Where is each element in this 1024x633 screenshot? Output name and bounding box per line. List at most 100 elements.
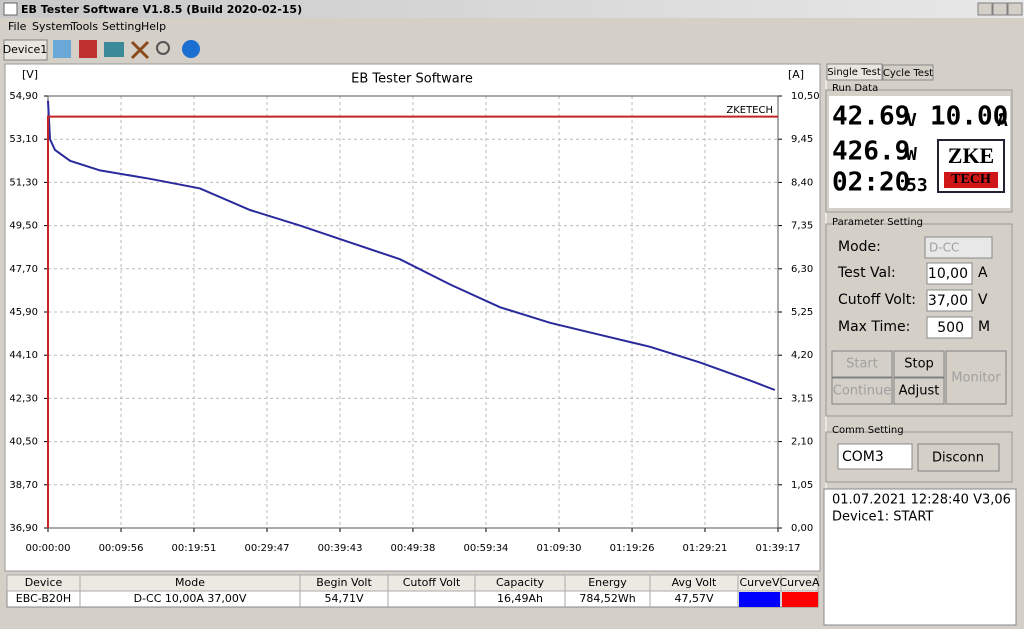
x-tick-label: 00:39:43 bbox=[318, 543, 363, 554]
adjust-label[interactable]: Adjust bbox=[899, 384, 940, 399]
device-tab[interactable] bbox=[3, 39, 48, 61]
y2-axis-label: [A] bbox=[788, 68, 804, 81]
log-box bbox=[823, 488, 1017, 626]
voltage-display: 42.69 bbox=[832, 102, 910, 132]
x-tick-label: 00:49:38 bbox=[390, 543, 435, 554]
x-tick-label: 00:19:51 bbox=[171, 543, 216, 554]
y-tick-label: 45,90 bbox=[9, 307, 38, 318]
x-tick-label: 01:09:30 bbox=[537, 543, 582, 554]
y2-tick-label: 1,05 bbox=[791, 480, 813, 491]
group-label: Parameter Setting bbox=[832, 217, 923, 228]
open-icon[interactable] bbox=[53, 40, 71, 58]
tab[interactable] bbox=[882, 64, 934, 81]
x-tick-label: 00:09:56 bbox=[99, 543, 144, 554]
disconnect-button[interactable] bbox=[917, 443, 1000, 472]
y2-tick-label: 5,25 bbox=[791, 307, 813, 318]
save-icon[interactable] bbox=[79, 40, 97, 58]
menu-item[interactable]: Setting bbox=[102, 20, 141, 33]
x-tick-label: 01:29:21 bbox=[683, 543, 728, 554]
zoom-icon[interactable] bbox=[156, 41, 170, 55]
max-time-input[interactable] bbox=[926, 316, 973, 339]
device-tab-label[interactable]: Device1 bbox=[3, 43, 48, 56]
y-tick-label: 44,10 bbox=[9, 350, 38, 361]
y-tick-label: 47,70 bbox=[9, 264, 38, 275]
tab[interactable] bbox=[826, 63, 883, 81]
max-time-unit: M bbox=[978, 319, 990, 335]
current-display: 10.00 bbox=[930, 102, 1008, 132]
logo-bottom: TECH bbox=[951, 172, 991, 187]
y-tick-label: 54,90 bbox=[9, 91, 38, 102]
minimize-button[interactable] bbox=[977, 2, 993, 16]
app-icon bbox=[3, 2, 18, 16]
mode-value[interactable]: D-CC bbox=[929, 241, 959, 255]
plot: 54,90 53,10 51,30 49,50 47,70 45,90 44,10 42,30… bbox=[9, 91, 819, 554]
tab-label[interactable]: Single Test bbox=[827, 67, 881, 78]
watermark: ZKETECH bbox=[726, 105, 773, 116]
info-icon[interactable] bbox=[182, 40, 200, 58]
test-val[interactable]: 10,00 bbox=[928, 266, 968, 282]
menu-item[interactable]: Help bbox=[141, 20, 166, 33]
y2-tick-label: 7,35 bbox=[791, 221, 813, 232]
results-table: Device Mode Begin Volt Cutoff Volt Capacity E… bbox=[6, 574, 820, 608]
y2-tick-label: 9,45 bbox=[791, 134, 813, 145]
close-button[interactable] bbox=[1007, 2, 1023, 16]
start-label[interactable]: Start bbox=[846, 357, 878, 372]
log-line: 01.07.2021 12:28:40 V3,06 bbox=[832, 493, 1011, 508]
y2-tick-label: 6,30 bbox=[791, 264, 813, 275]
table-header-cell: Mode bbox=[175, 576, 205, 589]
table-header-cell: CurveA bbox=[780, 576, 820, 589]
y2-tick-label: 8,40 bbox=[791, 177, 813, 188]
menu-item[interactable]: File bbox=[8, 20, 27, 33]
continue-button[interactable] bbox=[831, 377, 893, 405]
power-display: 426.9 bbox=[832, 137, 910, 167]
chart-icon[interactable] bbox=[104, 42, 124, 57]
table-cell: 47,57V bbox=[674, 592, 713, 605]
table-header-cell: Avg Volt bbox=[672, 576, 717, 589]
menu-item[interactable]: System bbox=[32, 20, 73, 33]
menu-item[interactable]: Tools bbox=[70, 20, 98, 33]
table-cell: 54,71V bbox=[324, 592, 363, 605]
monitor-label[interactable]: Monitor bbox=[951, 371, 1001, 386]
chart-title: EB Tester Software bbox=[351, 72, 473, 87]
window-title: EB Tester Software V1.8.5 (Build 2020-02… bbox=[21, 3, 302, 16]
stop-label[interactable]: Stop bbox=[904, 357, 934, 372]
series-line bbox=[47, 115, 778, 528]
y2-tick-label: 0,00 bbox=[791, 523, 813, 534]
cutoff-unit: V bbox=[978, 292, 988, 308]
curve-a-swatch bbox=[782, 592, 818, 607]
tools-icon[interactable] bbox=[130, 40, 150, 60]
y-tick-label: 36,90 bbox=[9, 523, 38, 534]
monitor-button[interactable] bbox=[945, 350, 1007, 405]
y2-tick-label: 10,50 bbox=[791, 91, 820, 102]
test-val-input[interactable] bbox=[926, 262, 973, 285]
voltage-unit: V bbox=[906, 110, 917, 131]
table-cell: EBC-B20H bbox=[16, 592, 71, 605]
table-header-cell: CurveV bbox=[740, 576, 780, 589]
max-time[interactable]: 500 bbox=[937, 320, 964, 336]
group-label: Comm Setting bbox=[832, 425, 904, 436]
x-tick-label: 00:29:47 bbox=[245, 543, 290, 554]
time-seconds: 53 bbox=[906, 175, 928, 196]
maximize-button[interactable] bbox=[992, 2, 1008, 16]
y-tick-label: 38,70 bbox=[9, 480, 38, 491]
port[interactable]: COM3 bbox=[842, 449, 884, 465]
group-label: Run Data bbox=[832, 83, 878, 94]
cutoff-input[interactable] bbox=[926, 289, 973, 312]
stop-button[interactable] bbox=[893, 350, 945, 378]
y2-tick-label: 2,10 bbox=[791, 437, 813, 448]
continue-label[interactable]: Continue bbox=[833, 384, 891, 399]
adjust-button[interactable] bbox=[893, 377, 945, 405]
test-val-unit: A bbox=[978, 265, 988, 281]
title-bar bbox=[0, 0, 1024, 18]
cutoff[interactable]: 37,00 bbox=[928, 293, 968, 309]
port-combo[interactable] bbox=[837, 443, 913, 470]
x-tick-label: 01:19:26 bbox=[610, 543, 655, 554]
y-tick-label: 51,30 bbox=[9, 177, 38, 188]
table-cell: 16,49Ah bbox=[497, 592, 543, 605]
start-button[interactable] bbox=[831, 350, 893, 378]
table-cell: D-CC 10,00A 37,00V bbox=[134, 592, 247, 605]
disconnect-label[interactable]: Disconn bbox=[932, 451, 984, 466]
mode-combo[interactable] bbox=[924, 236, 993, 259]
mode-label: Mode: bbox=[838, 239, 881, 255]
tab-label[interactable]: Cycle Test bbox=[883, 68, 933, 79]
